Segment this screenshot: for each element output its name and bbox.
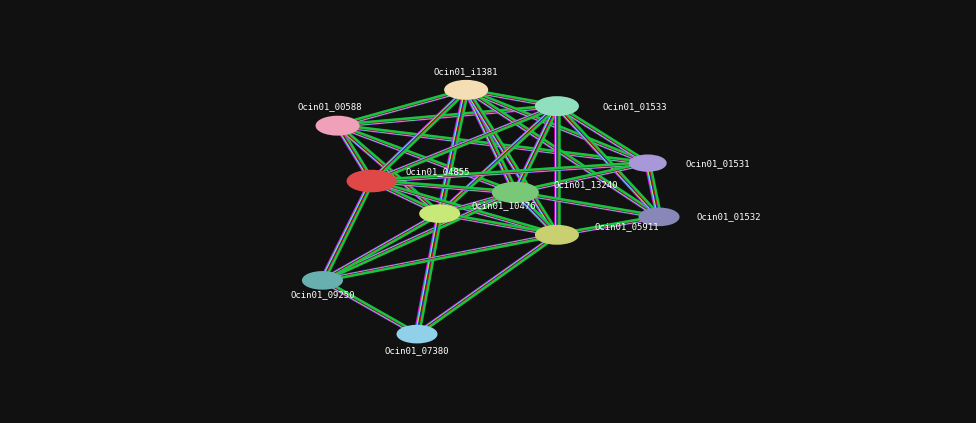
Circle shape [420,205,460,222]
Text: Ocin01_i1381: Ocin01_i1381 [434,67,499,77]
Circle shape [536,97,578,115]
Circle shape [316,117,359,135]
Circle shape [303,272,343,289]
Text: Ocin01_01532: Ocin01_01532 [697,212,761,221]
Text: Ocin01_01533: Ocin01_01533 [602,102,667,111]
Text: Ocin01_09250: Ocin01_09250 [290,291,354,299]
Text: Ocin01_01531: Ocin01_01531 [685,159,750,168]
Circle shape [630,155,666,171]
Circle shape [347,170,396,192]
Circle shape [397,326,436,343]
Text: Ocin01_13240: Ocin01_13240 [553,180,618,189]
Circle shape [493,183,538,202]
Circle shape [536,225,578,244]
Circle shape [445,81,487,99]
Text: Ocin01_07380: Ocin01_07380 [385,346,449,355]
Text: Ocin01_00588: Ocin01_00588 [298,102,362,111]
Text: Ocin01_05911: Ocin01_05911 [594,222,659,231]
Text: Ocin01_10476: Ocin01_10476 [471,201,536,210]
Text: Ocin01_04855: Ocin01_04855 [406,167,470,176]
Circle shape [639,209,678,225]
